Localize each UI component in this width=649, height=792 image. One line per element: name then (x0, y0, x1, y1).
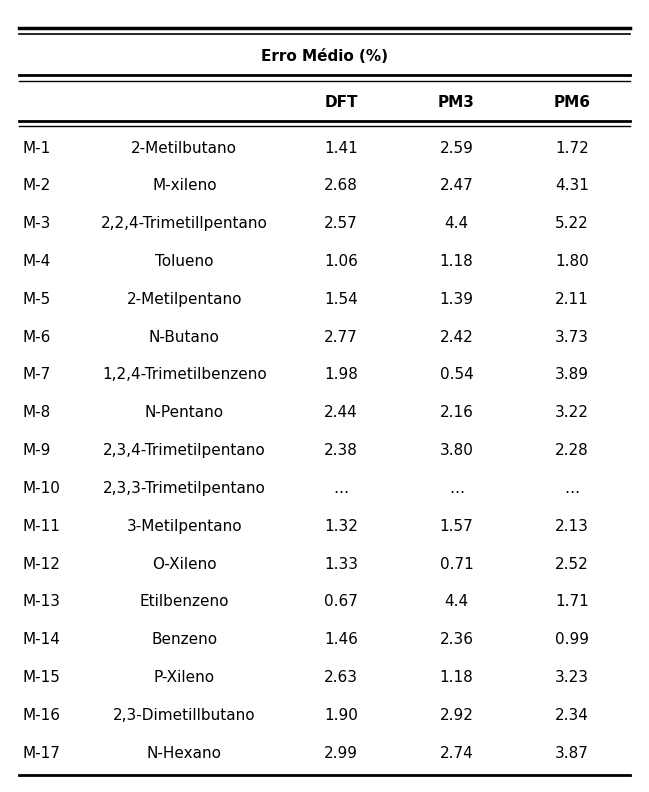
Text: 3.80: 3.80 (439, 444, 473, 458)
Text: 3.23: 3.23 (555, 670, 589, 685)
Text: 3-Metilpentano: 3-Metilpentano (127, 519, 242, 534)
Text: 2.57: 2.57 (324, 216, 358, 231)
Text: M-2: M-2 (22, 178, 51, 193)
Text: N-Butano: N-Butano (149, 329, 220, 345)
Text: M-xileno: M-xileno (152, 178, 217, 193)
Text: 1.80: 1.80 (555, 254, 589, 269)
Text: 2.11: 2.11 (555, 291, 589, 307)
Text: 2,3,4-Trimetilpentano: 2,3,4-Trimetilpentano (103, 444, 265, 458)
Text: 3.22: 3.22 (555, 406, 589, 421)
Text: …: … (564, 481, 580, 496)
Text: 2.44: 2.44 (324, 406, 358, 421)
Text: M-14: M-14 (22, 632, 60, 647)
Text: 2-Metilbutano: 2-Metilbutano (131, 140, 238, 155)
Text: Erro Médio (%): Erro Médio (%) (261, 49, 388, 64)
Text: 3.73: 3.73 (555, 329, 589, 345)
Text: 5.22: 5.22 (555, 216, 589, 231)
Text: 1.72: 1.72 (555, 140, 589, 155)
Text: 1.46: 1.46 (324, 632, 358, 647)
Text: M-6: M-6 (22, 329, 51, 345)
Text: 2.92: 2.92 (439, 708, 473, 723)
Text: 4.31: 4.31 (555, 178, 589, 193)
Text: 0.54: 0.54 (439, 367, 473, 383)
Text: N-Pentano: N-Pentano (145, 406, 224, 421)
Text: M-17: M-17 (22, 746, 60, 761)
Text: 1.57: 1.57 (439, 519, 473, 534)
Text: 2.63: 2.63 (324, 670, 358, 685)
Text: 3.89: 3.89 (555, 367, 589, 383)
Text: 0.67: 0.67 (324, 595, 358, 610)
Text: M-7: M-7 (22, 367, 51, 383)
Text: 4.4: 4.4 (445, 216, 469, 231)
Text: 3.87: 3.87 (555, 746, 589, 761)
Text: M-8: M-8 (22, 406, 51, 421)
Text: …: … (334, 481, 349, 496)
Text: N-Hexano: N-Hexano (147, 746, 222, 761)
Text: 1.71: 1.71 (555, 595, 589, 610)
Text: 2,3-Dimetillbutano: 2,3-Dimetillbutano (113, 708, 256, 723)
Text: 2.59: 2.59 (439, 140, 473, 155)
Text: PM3: PM3 (438, 95, 475, 109)
Text: Benzeno: Benzeno (151, 632, 217, 647)
Text: 2.28: 2.28 (555, 444, 589, 458)
Text: 0.99: 0.99 (555, 632, 589, 647)
Text: 1.98: 1.98 (324, 367, 358, 383)
Text: 2.36: 2.36 (439, 632, 473, 647)
Text: 1.32: 1.32 (324, 519, 358, 534)
Text: 4.4: 4.4 (445, 595, 469, 610)
Text: M-1: M-1 (22, 140, 51, 155)
Text: DFT: DFT (324, 95, 358, 109)
Text: 1.90: 1.90 (324, 708, 358, 723)
Text: M-15: M-15 (22, 670, 60, 685)
Text: 1.54: 1.54 (324, 291, 358, 307)
Text: 2.13: 2.13 (555, 519, 589, 534)
Text: 2.99: 2.99 (324, 746, 358, 761)
Text: O-Xileno: O-Xileno (152, 557, 217, 572)
Text: Etilbenzeno: Etilbenzeno (140, 595, 229, 610)
Text: M-4: M-4 (22, 254, 51, 269)
Text: 2.47: 2.47 (439, 178, 473, 193)
Text: 0.71: 0.71 (439, 557, 473, 572)
Text: 2.68: 2.68 (324, 178, 358, 193)
Text: 2.74: 2.74 (439, 746, 473, 761)
Text: 1,2,4-Trimetilbenzeno: 1,2,4-Trimetilbenzeno (102, 367, 267, 383)
Text: M-12: M-12 (22, 557, 60, 572)
Text: 2.34: 2.34 (555, 708, 589, 723)
Text: 2.16: 2.16 (439, 406, 473, 421)
Text: 2.52: 2.52 (555, 557, 589, 572)
Text: 2.38: 2.38 (324, 444, 358, 458)
Text: …: … (449, 481, 464, 496)
Text: P-Xileno: P-Xileno (154, 670, 215, 685)
Text: 2,3,3-Trimetilpentano: 2,3,3-Trimetilpentano (103, 481, 266, 496)
Text: 1.41: 1.41 (324, 140, 358, 155)
Text: M-9: M-9 (22, 444, 51, 458)
Text: M-10: M-10 (22, 481, 60, 496)
Text: 2-Metilpentano: 2-Metilpentano (127, 291, 242, 307)
Text: 2,2,4-Trimetillpentano: 2,2,4-Trimetillpentano (101, 216, 268, 231)
Text: M-11: M-11 (22, 519, 60, 534)
Text: M-13: M-13 (22, 595, 60, 610)
Text: 1.39: 1.39 (439, 291, 473, 307)
Text: PM6: PM6 (554, 95, 591, 109)
Text: 1.18: 1.18 (439, 670, 473, 685)
Text: 2.77: 2.77 (324, 329, 358, 345)
Text: 1.06: 1.06 (324, 254, 358, 269)
Text: Tolueno: Tolueno (155, 254, 214, 269)
Text: 2.42: 2.42 (439, 329, 473, 345)
Text: M-5: M-5 (22, 291, 51, 307)
Text: M-16: M-16 (22, 708, 60, 723)
Text: 1.33: 1.33 (324, 557, 358, 572)
Text: 1.18: 1.18 (439, 254, 473, 269)
Text: M-3: M-3 (22, 216, 51, 231)
